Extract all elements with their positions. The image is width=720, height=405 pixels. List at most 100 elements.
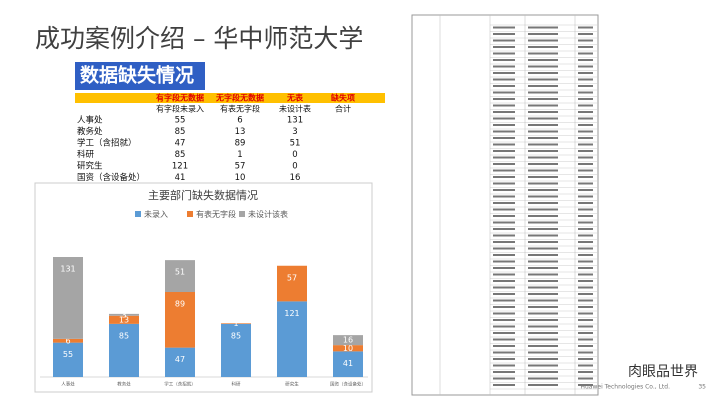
screenshot-text xyxy=(528,364,558,367)
data-label: 121 xyxy=(284,309,299,318)
screenshot-text xyxy=(578,377,593,380)
row-label: 科研 xyxy=(77,149,95,160)
screenshot-text xyxy=(578,260,593,263)
screenshot-text xyxy=(578,169,593,172)
x-tick-label: 教务处 xyxy=(117,381,131,388)
table-cell: 10 xyxy=(235,173,246,183)
data-label: 47 xyxy=(175,355,185,364)
screenshot-text xyxy=(578,104,593,107)
x-tick-label: 学工（含招就） xyxy=(164,381,196,388)
screenshot-text xyxy=(493,137,515,139)
screenshot-text xyxy=(493,208,515,211)
bar-segment xyxy=(333,345,363,352)
table-cell: 47 xyxy=(175,139,186,149)
screenshot-text xyxy=(578,273,593,276)
screenshot-text xyxy=(493,371,515,373)
screenshot-text xyxy=(578,202,593,204)
table-cell: 1 xyxy=(237,150,242,160)
screenshot-text xyxy=(493,59,515,61)
screenshot-text xyxy=(578,137,593,139)
table-cell: 121 xyxy=(172,162,188,172)
table-cell: 3 xyxy=(292,127,297,137)
screenshot-text xyxy=(528,286,558,289)
screenshot-text xyxy=(528,241,558,243)
watermark: 肉眼品世界 xyxy=(628,364,698,380)
screenshot-text xyxy=(493,46,515,48)
screenshot-text xyxy=(493,124,515,126)
screenshot-text xyxy=(528,182,558,185)
screenshot-text xyxy=(528,358,558,360)
row-label: 国资（含设备处） xyxy=(77,172,145,183)
screenshot-text xyxy=(493,176,515,178)
screenshot-text xyxy=(578,299,593,302)
data-label: 131 xyxy=(60,265,75,274)
screenshot-text xyxy=(528,221,558,224)
bar-segment xyxy=(53,338,83,343)
screenshot-text xyxy=(493,280,515,282)
table-cell: 0 xyxy=(292,162,297,172)
screenshot-text xyxy=(578,143,593,146)
screenshot-text xyxy=(493,33,515,35)
screenshot-text xyxy=(528,176,558,178)
screenshot-text xyxy=(528,169,558,172)
screenshot-text xyxy=(493,85,515,87)
screenshot-text xyxy=(493,319,515,321)
screenshot-text xyxy=(493,384,515,386)
footer: Huawei Technologies Co., Ltd. xyxy=(580,384,670,391)
screenshot-text xyxy=(493,338,515,341)
screenshot-text xyxy=(493,65,515,68)
screenshot-text xyxy=(528,215,558,217)
data-label: 3 xyxy=(121,310,126,319)
data-label: 13 xyxy=(119,315,129,324)
screenshot-text xyxy=(578,221,593,224)
screenshot-text xyxy=(493,104,515,107)
screenshot-text xyxy=(578,117,593,120)
screenshot-text xyxy=(528,72,558,74)
screenshot-panel xyxy=(411,14,599,396)
screenshot-text xyxy=(528,312,558,315)
row-label: 教务处 xyxy=(77,126,103,137)
bar-segment xyxy=(333,335,363,346)
screenshot-text xyxy=(578,182,593,185)
header-top-cell: 无表 xyxy=(286,93,304,103)
screenshot-text xyxy=(578,124,593,126)
data-label: 41 xyxy=(343,359,353,368)
screenshot-text xyxy=(528,98,558,100)
table-cell: 41 xyxy=(175,173,186,183)
screenshot-text xyxy=(493,163,515,165)
bar-segment xyxy=(221,323,251,324)
screenshot-text xyxy=(493,260,515,263)
bar-segment xyxy=(277,301,307,377)
screenshot-text xyxy=(578,267,593,269)
screenshot-text xyxy=(493,78,515,81)
bar-segment xyxy=(277,265,307,302)
screenshot-text xyxy=(493,306,515,308)
screenshot-text xyxy=(493,358,515,360)
screenshot-text xyxy=(528,384,558,386)
row-label: 学工（含招就） xyxy=(77,138,137,149)
bar-segment xyxy=(221,323,251,377)
screenshot-text xyxy=(578,325,593,328)
screenshot-text xyxy=(578,384,593,386)
screenshot-text xyxy=(493,312,515,315)
screenshot-text xyxy=(528,85,558,87)
screenshot-text xyxy=(493,195,515,198)
data-label: 51 xyxy=(175,268,185,277)
screenshot-text xyxy=(493,111,515,113)
table-cell: 85 xyxy=(175,150,186,160)
bar-segment xyxy=(165,260,195,292)
screenshot-text xyxy=(493,228,515,230)
screenshot-text xyxy=(578,189,593,191)
data-label: 85 xyxy=(231,331,241,340)
screenshot-text xyxy=(493,52,515,55)
screenshot-text xyxy=(493,364,515,367)
screenshot-text xyxy=(493,143,515,146)
legend-swatch xyxy=(239,211,245,217)
screenshot-text xyxy=(578,247,593,250)
screenshot-text xyxy=(578,78,593,81)
screenshot-text xyxy=(493,169,515,172)
data-label: 85 xyxy=(119,331,129,340)
screenshot-text xyxy=(578,286,593,289)
screenshot-text xyxy=(493,130,515,133)
screenshot-text xyxy=(528,351,558,354)
